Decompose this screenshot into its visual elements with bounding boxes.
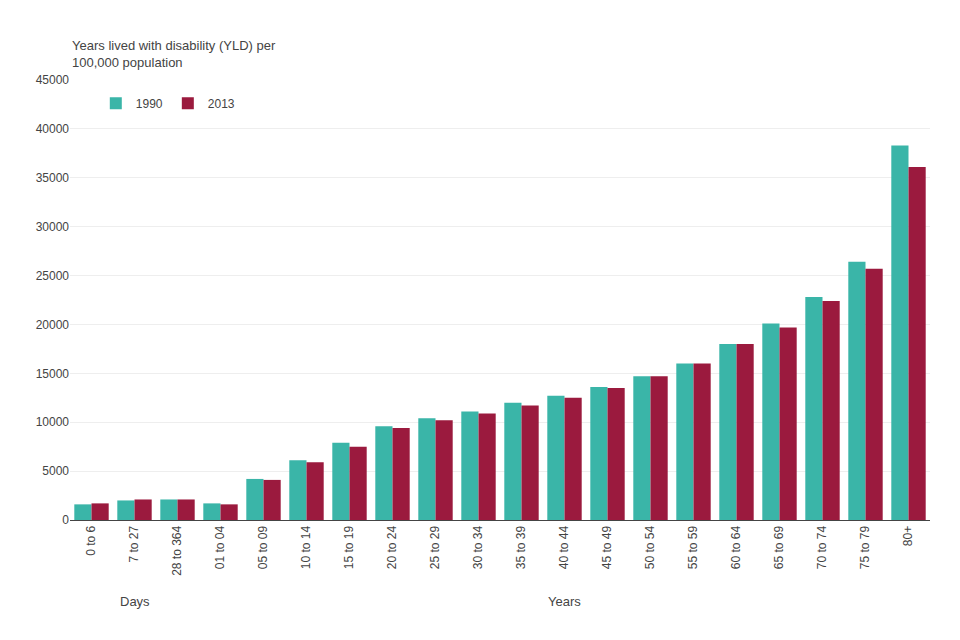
svg-text:Years lived with disability (Y: Years lived with disability (YLD) per100…	[72, 38, 276, 70]
svg-text:25 to 29: 25 to 29	[428, 525, 442, 569]
svg-text:05 to 09: 05 to 09	[256, 525, 270, 569]
svg-text:15000: 15000	[36, 367, 70, 381]
svg-text:Years: Years	[548, 594, 581, 609]
svg-text:7 to 27: 7 to 27	[127, 525, 141, 562]
svg-text:60 to 64: 60 to 64	[729, 525, 743, 569]
svg-text:45000: 45000	[36, 73, 70, 87]
svg-text:15 to 19: 15 to 19	[342, 525, 356, 569]
svg-text:40 to 44: 40 to 44	[557, 525, 571, 569]
svg-text:70 to 74: 70 to 74	[815, 525, 829, 569]
svg-text:2013: 2013	[208, 97, 235, 111]
svg-text:30000: 30000	[36, 220, 70, 234]
svg-text:45 to 49: 45 to 49	[600, 525, 614, 569]
svg-text:55 to 59: 55 to 59	[686, 525, 700, 569]
svg-text:65 to 69: 65 to 69	[772, 525, 786, 569]
svg-text:50 to 54: 50 to 54	[643, 525, 657, 569]
svg-text:10000: 10000	[36, 415, 70, 429]
svg-text:1990: 1990	[136, 97, 163, 111]
svg-text:35 to 39: 35 to 39	[514, 525, 528, 569]
svg-text:0: 0	[62, 513, 69, 527]
svg-text:35000: 35000	[36, 171, 70, 185]
svg-text:40000: 40000	[36, 122, 70, 136]
svg-text:20 to 24: 20 to 24	[385, 525, 399, 569]
svg-text:20000: 20000	[36, 318, 70, 332]
svg-text:30 to 34: 30 to 34	[471, 525, 485, 569]
svg-text:28 to 364: 28 to 364	[170, 525, 184, 575]
svg-text:75 to 79: 75 to 79	[858, 525, 872, 569]
svg-text:10 to 14: 10 to 14	[299, 525, 313, 569]
svg-text:01 to 04: 01 to 04	[213, 525, 227, 569]
svg-text:25000: 25000	[36, 269, 70, 283]
svg-text:Days: Days	[120, 594, 150, 609]
svg-text:5000: 5000	[42, 464, 69, 478]
svg-text:0 to 6: 0 to 6	[84, 525, 98, 555]
svg-text:80+: 80+	[901, 526, 915, 546]
